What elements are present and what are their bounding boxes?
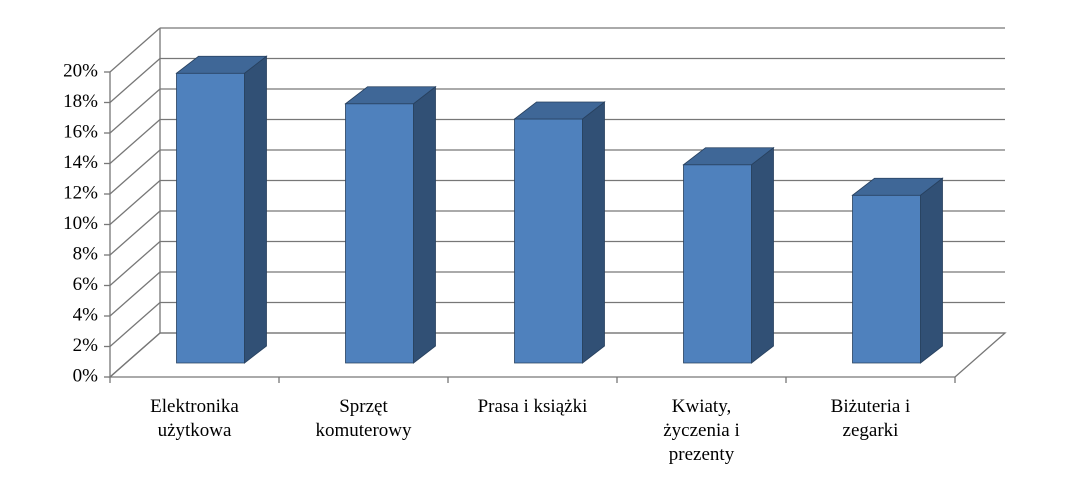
y-tick-label: 4% [73,304,99,325]
bar-front [683,164,752,364]
grid-line [109,27,161,73]
y-tick-label: 8% [73,243,99,264]
bar-side [751,146,774,364]
bar [344,85,437,364]
x-tick-label: Biżuteria i zegarki [830,396,911,441]
grid-line [109,210,161,256]
y-tick-label: 0% [73,365,99,386]
y-tick-label: 2% [73,335,99,356]
x-tick-label: Prasa i książki [477,396,588,417]
bar-side [244,55,267,364]
bar-top [851,177,944,196]
bar-top [175,55,268,74]
y-tick-label: 14% [63,152,98,173]
y-tick-label: 6% [73,274,99,295]
bar-front [345,103,414,364]
bar-top [344,86,437,105]
bar-top [682,147,775,166]
y-tick-label: 18% [63,91,98,112]
bar [175,55,268,364]
grid-line [109,88,161,134]
x-tick-label: Elektronika użytkowa [150,396,239,441]
grid-line [109,241,161,286]
grid-line [109,149,161,195]
bar-top [513,101,606,120]
x-tick-label: Kwiaty, życzenia i prezenty [663,396,740,465]
grid-line [109,271,161,317]
bar [682,146,775,364]
bar-side [413,85,436,364]
bar [851,177,944,364]
y-tick-label: 10% [63,213,98,234]
bar-front [176,72,245,364]
grid-line [109,180,161,225]
y-tick-label: 16% [63,121,98,142]
grid-line [109,302,161,347]
bar-side [582,101,605,364]
bar [513,101,606,364]
bar-front [514,118,583,364]
grid-line [109,119,161,164]
bar-front [852,194,921,364]
grid-line [109,332,161,378]
bar-side [920,177,943,364]
y-tick-label: 12% [63,182,98,203]
x-tick-label: Sprzęt komuterowy [315,396,412,441]
grid-line [109,58,161,103]
y-tick-label: 20% [63,60,98,81]
